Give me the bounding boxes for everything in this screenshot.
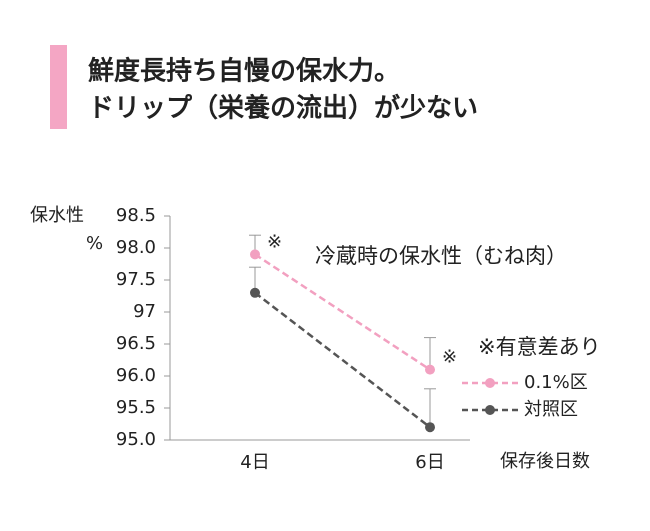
headline: 鮮度長持ち自慢の保水力。 <box>88 56 400 87</box>
y-tick-label: 95.5 <box>116 397 156 418</box>
point <box>250 287 260 298</box>
series-line <box>254 291 431 429</box>
y-tick-label: 98.5 <box>116 205 156 226</box>
headline: ドリップ（栄養の流出）が少ない <box>88 93 478 124</box>
y-tick-label: 97 <box>133 301 156 322</box>
x-tick-label: 6日 <box>415 452 444 473</box>
point <box>425 422 435 433</box>
series-line <box>254 253 431 371</box>
y-axis-label: 保水性 <box>30 205 84 226</box>
y-tick-label: 98.0 <box>116 237 156 258</box>
y-tick-label: 96.5 <box>116 333 156 354</box>
y-tick-label: 96.0 <box>116 365 156 386</box>
legend-label: 0.1%区 <box>524 372 588 393</box>
annotation: ※有意差あり <box>478 335 601 359</box>
y-tick-label: 97.5 <box>116 269 156 290</box>
y-axis-unit: % <box>86 233 103 254</box>
significance-mark: ※ <box>442 347 457 368</box>
chart-title: 冷蔵時の保水性（むね肉） <box>315 244 567 268</box>
point <box>250 249 260 260</box>
point <box>425 364 435 375</box>
title-bar <box>50 45 67 129</box>
x-tick-label: 4日 <box>240 452 269 473</box>
y-tick-label: 95.0 <box>116 429 156 450</box>
legend-marker <box>485 378 495 388</box>
x-axis-label: 保存後日数 <box>500 451 590 472</box>
legend-marker <box>485 405 495 415</box>
legend-label: 対照区 <box>524 399 578 420</box>
significance-mark: ※ <box>267 231 282 252</box>
